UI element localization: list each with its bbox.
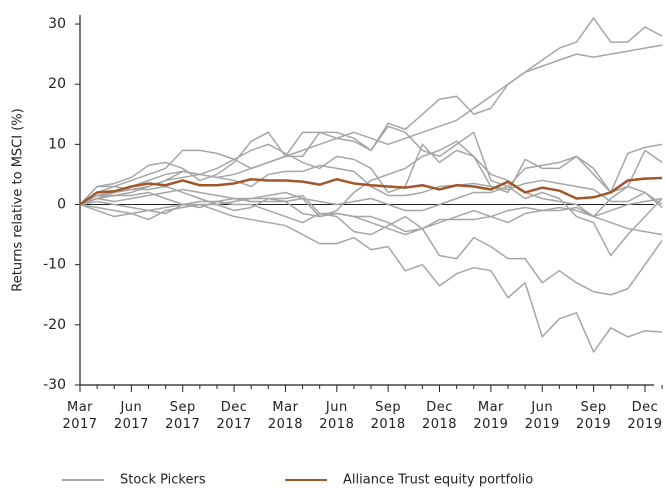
legend-label: Alliance Trust equity portfolio: [343, 473, 533, 488]
y-tick-label: -20: [43, 317, 66, 333]
x-tick-label: Dec 2019: [627, 400, 663, 432]
x-tick-label: Jun 2019: [524, 400, 560, 432]
y-tick-label: 0: [57, 197, 66, 213]
series-line: [79, 143, 663, 206]
y-axis-label: Returns relative to MSCI (%): [11, 108, 26, 291]
x-tick-label: Sep 2018: [370, 400, 406, 432]
series-line: [79, 44, 663, 206]
x-tick-label: Dec 2018: [421, 400, 458, 432]
series-line: [79, 200, 663, 296]
legend-label: Stock Pickers: [120, 473, 206, 488]
y-tick-label: 10: [48, 136, 66, 152]
y-tick-label: -10: [43, 257, 66, 273]
y-tick-label: 20: [48, 76, 66, 92]
series-line: [79, 176, 663, 206]
x-tick-label: Sep 2019: [576, 400, 612, 432]
x-tick-label: Jun 2017: [113, 400, 149, 432]
x-tick-label: Mar 2018: [267, 400, 303, 432]
series-line: [79, 200, 663, 353]
series-line: [79, 140, 663, 218]
x-tick-label: Mar 2019: [473, 400, 509, 432]
y-tick-label: -30: [43, 377, 66, 393]
x-tick-label: Jun 2018: [319, 400, 355, 432]
series-line: [79, 194, 663, 236]
x-tick-label: Dec 2017: [216, 400, 252, 432]
series-line: [79, 17, 663, 206]
series-line: [79, 185, 663, 257]
y-tick-label: 30: [48, 16, 66, 32]
series-line: [79, 125, 663, 206]
x-tick-label: Sep 2017: [165, 400, 201, 432]
x-tick-label: Mar 2017: [62, 400, 98, 432]
